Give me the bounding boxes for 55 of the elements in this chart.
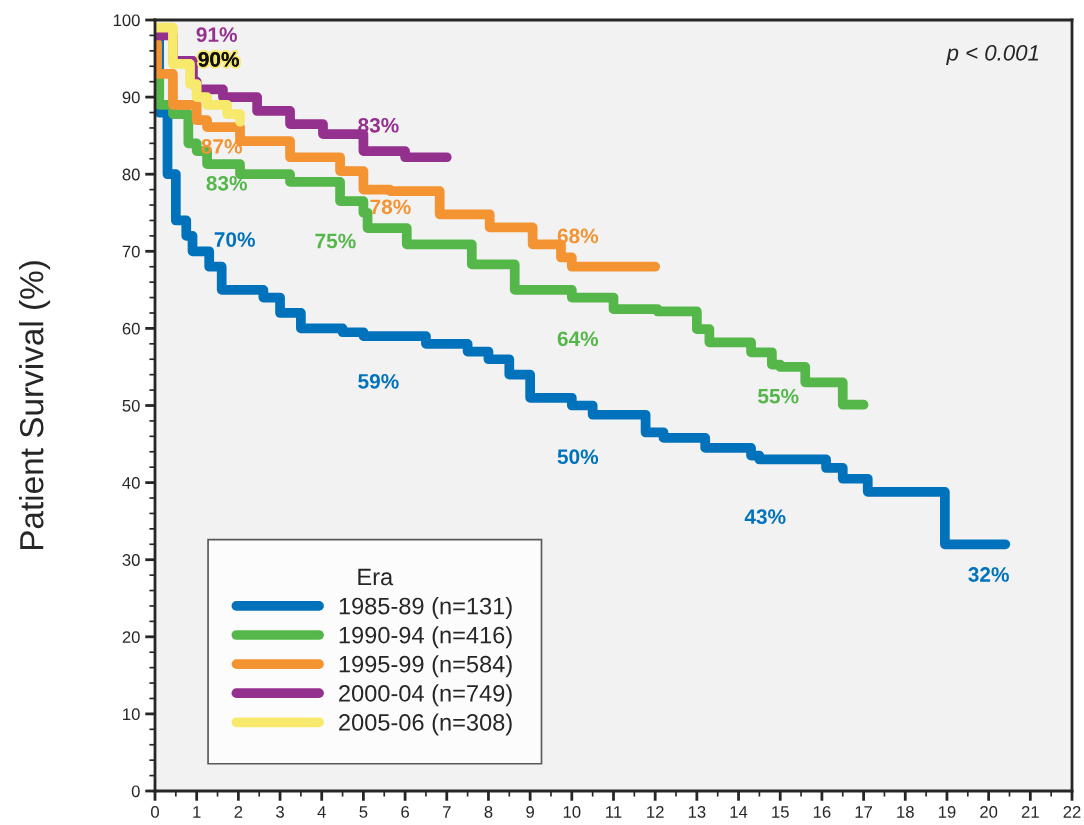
y-tick-label: 90 [122, 91, 140, 104]
x-tick-label: 18 [897, 806, 914, 818]
annotation: p < 0.001 [946, 44, 1039, 66]
x-tick-label: 7 [442, 806, 451, 818]
x-tick-label: 6 [401, 806, 409, 818]
legend-label: 1995-99 (n=584) [339, 655, 512, 678]
legend-label: 2000-04 (n=749) [339, 684, 512, 707]
data-label: 91% [196, 27, 237, 42]
x-tick-label: 15 [772, 806, 789, 818]
x-tick-label: 17 [855, 806, 873, 818]
legend-title: Era [358, 568, 394, 586]
x-tick-label: 2 [234, 806, 243, 818]
data-label: 68% [557, 228, 599, 244]
x-tick-label: 9 [526, 806, 534, 818]
legend-label: 1985-89 (n=131) [339, 597, 512, 620]
legend-label: 2005-06 (n=308) [339, 713, 512, 736]
x-tick-label: 0 [151, 806, 159, 818]
legend-label: 1990-94 (n=416) [339, 626, 512, 649]
x-tick-label: 8 [484, 806, 493, 818]
y-tick-label: 80 [122, 168, 140, 181]
data-label: 75% [315, 233, 356, 249]
y-tick-label: 100 [113, 14, 140, 27]
x-tick-label: 22 [1063, 806, 1081, 818]
y-tick-label: 10 [123, 708, 140, 721]
x-tick-label: 19 [938, 806, 956, 818]
data-label: 32% [968, 567, 1009, 582]
data-label: 59% [358, 373, 399, 389]
data-label: 43% [744, 509, 786, 525]
x-tick-label: 5 [359, 806, 368, 818]
data-label: 50% [557, 449, 599, 465]
data-label: 55% [758, 388, 799, 404]
x-tick-label: 10 [563, 806, 581, 818]
data-label: 83% [206, 175, 247, 191]
x-tick-label: 12 [647, 806, 664, 818]
data-label: 90% [198, 51, 239, 67]
y-tick-label: 60 [122, 322, 140, 335]
x-tick-label: 21 [1021, 806, 1039, 818]
x-tick-label: 4 [317, 806, 326, 818]
data-label: 64% [557, 331, 599, 347]
y-tick-label: 70 [122, 245, 140, 258]
x-tick-label: 13 [688, 806, 706, 818]
y-axis-title: Patient Survival (%) [19, 261, 51, 550]
data-label: 70% [214, 232, 255, 247]
y-tick-label: 20 [122, 631, 140, 643]
y-tick-label: 50 [122, 399, 140, 412]
x-tick-label: 14 [730, 806, 748, 818]
x-tick-label: 1 [193, 806, 201, 818]
y-tick-label: 40 [122, 477, 140, 489]
x-tick-label: 20 [980, 806, 998, 818]
x-tick-label: 11 [606, 806, 622, 818]
y-tick-label: 0 [131, 785, 140, 798]
x-tick-label: 3 [276, 806, 284, 818]
y-tick-label: 30 [122, 554, 140, 566]
x-tick-label: 16 [813, 806, 831, 818]
data-label: 78% [370, 199, 411, 215]
